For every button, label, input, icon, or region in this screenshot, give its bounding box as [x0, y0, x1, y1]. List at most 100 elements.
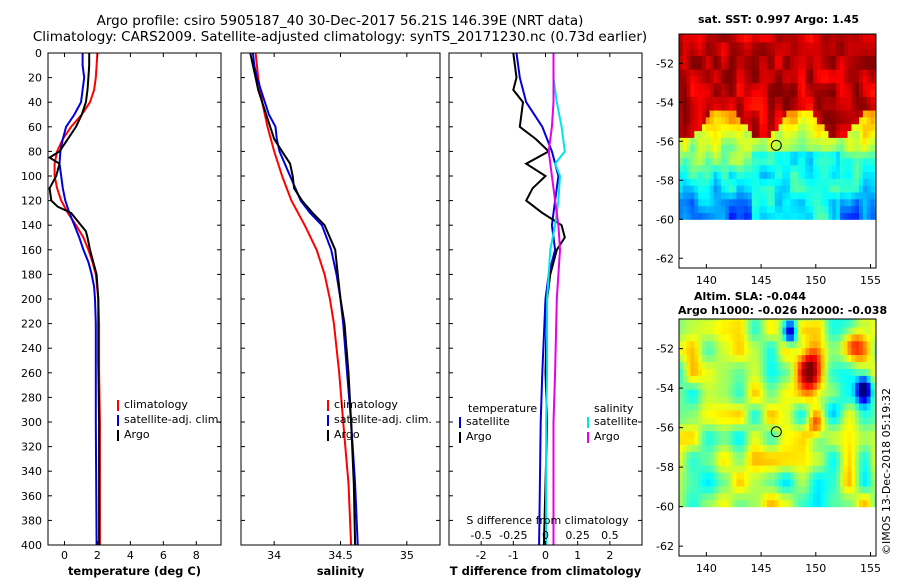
- map-cell: [782, 368, 787, 376]
- map-cell: [767, 123, 772, 132]
- map-cell: [793, 472, 799, 480]
- map-cell: [778, 151, 783, 159]
- map-cell: [874, 326, 876, 335]
- map-cell: [679, 402, 684, 411]
- map-cell: [698, 368, 703, 376]
- map-cell: [793, 62, 799, 70]
- map-cell: [705, 82, 711, 91]
- map-cell: [824, 41, 829, 50]
- map-cell: [790, 103, 795, 111]
- ytick-label: 260: [21, 367, 42, 380]
- map-cell: [855, 354, 860, 362]
- map-cell: [778, 191, 783, 200]
- map-cell: [855, 333, 860, 342]
- map-cell: [721, 499, 726, 508]
- map-cell: [859, 82, 864, 91]
- map-ytick-label: -62: [656, 252, 674, 265]
- map-cell: [805, 41, 810, 50]
- map-cell: [728, 320, 734, 328]
- map-cell: [782, 375, 787, 383]
- ytick-label: 20: [28, 72, 42, 85]
- map-cell: [874, 485, 876, 494]
- map-cell: [763, 361, 768, 369]
- map-cell: [832, 409, 837, 418]
- map-cell: [690, 326, 695, 335]
- map-cell: [870, 75, 875, 84]
- map-cell: [843, 110, 849, 118]
- map-cell: [728, 382, 734, 390]
- map-cell: [797, 458, 803, 466]
- map-cell: [732, 157, 737, 166]
- map-cell: [744, 320, 749, 328]
- map-cell: [824, 185, 829, 193]
- map-cell: [859, 48, 864, 56]
- map-cell: [682, 333, 688, 342]
- map-cell: [862, 396, 868, 404]
- map-cell: [736, 137, 741, 145]
- map-cell: [747, 402, 753, 411]
- map-cell: [778, 62, 783, 70]
- map-cell: [694, 82, 699, 91]
- map-cell: [763, 116, 768, 125]
- map-cell: [801, 35, 806, 43]
- map-cell: [736, 75, 741, 84]
- map-cell: [836, 137, 841, 145]
- map-cell: [702, 375, 707, 383]
- map-cell: [713, 347, 718, 356]
- map-cell: [751, 110, 757, 118]
- map-cell: [736, 409, 741, 418]
- map-cell: [805, 416, 810, 425]
- map-cell: [847, 402, 852, 411]
- map-cell: [751, 55, 757, 63]
- map-cell: [770, 75, 776, 84]
- map-cell: [862, 171, 868, 179]
- map-cell: [679, 103, 684, 111]
- map-cell: [698, 319, 703, 321]
- map-cell: [843, 472, 849, 480]
- map-cell: [793, 198, 799, 207]
- map-cell: [694, 347, 699, 356]
- map-cell: [694, 492, 699, 501]
- map-cell: [866, 212, 872, 220]
- map-cell: [778, 185, 783, 193]
- map-cell: [847, 41, 852, 50]
- xtick-label: 4: [127, 549, 134, 562]
- map-cell: [782, 178, 787, 186]
- map-cell: [774, 48, 780, 56]
- map-cell: [847, 157, 852, 166]
- map-cell: [801, 103, 806, 111]
- map-cell: [847, 430, 852, 439]
- xtick-label: 0: [542, 549, 549, 562]
- map-cell: [767, 75, 772, 84]
- map-cell: [801, 48, 806, 56]
- map-cell: [721, 396, 726, 404]
- map-cell: [866, 205, 872, 213]
- xtick-label: 0: [61, 549, 68, 562]
- map-cell: [679, 375, 684, 383]
- map-cell: [763, 396, 768, 404]
- map-cell: [755, 178, 760, 186]
- map-cell: [782, 444, 787, 452]
- map-cell: [694, 96, 699, 104]
- map-cell: [763, 34, 768, 36]
- map-cell: [836, 319, 841, 321]
- map-cell: [809, 178, 814, 186]
- map-cell: [755, 171, 760, 179]
- map-cell: [782, 185, 787, 193]
- map-cell: [725, 416, 730, 425]
- map-cell: [793, 361, 799, 369]
- map-cell: [778, 41, 783, 50]
- map-cell: [767, 402, 772, 411]
- map-cell: [763, 472, 768, 480]
- map-cell: [713, 48, 718, 56]
- map-cell: [805, 157, 810, 166]
- map-cell: [690, 499, 695, 508]
- map-cell: [847, 69, 852, 77]
- map-cell: [702, 492, 707, 501]
- map-cell: [805, 205, 810, 213]
- map-cell: [859, 116, 864, 125]
- map-cell: [736, 123, 741, 132]
- xtick-label: -2: [476, 549, 487, 562]
- map-cell: [778, 499, 783, 508]
- map-cell: [801, 164, 806, 172]
